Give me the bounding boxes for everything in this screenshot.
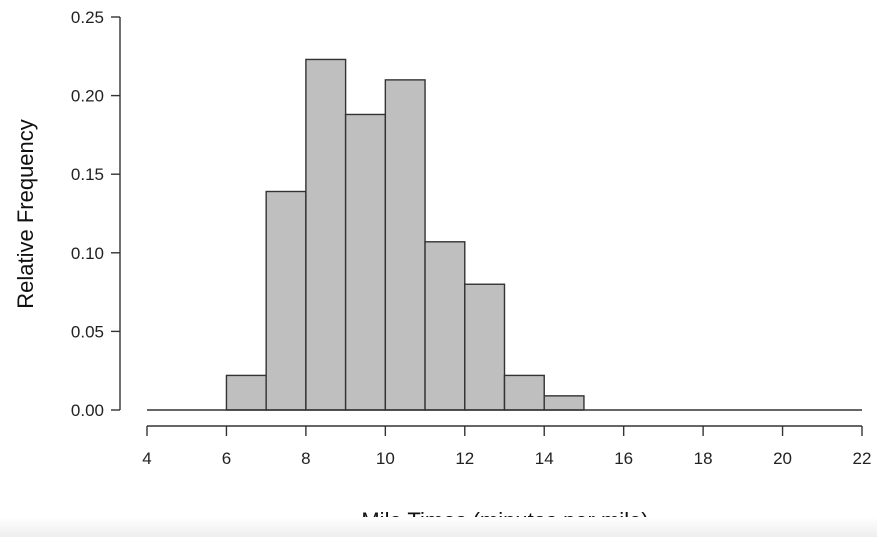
histogram-bar: [384, 79, 426, 411]
x-tick-label: 18: [694, 449, 713, 468]
histogram-bars: [225, 58, 585, 411]
y-tick-label: 0.00: [71, 401, 104, 420]
y-axis-title: Relative Frequency: [13, 119, 38, 309]
x-tick-label: 22: [853, 449, 872, 468]
x-tick-label: 20: [773, 449, 792, 468]
histogram-bar: [424, 241, 466, 411]
histogram-bar: [503, 374, 545, 411]
bottom-shade: [0, 517, 877, 537]
x-tick-label: 10: [376, 449, 395, 468]
histogram-bar: [543, 395, 585, 411]
x-tick-label: 6: [222, 449, 231, 468]
histogram-bar: [464, 283, 506, 411]
y-tick-label: 0.05: [71, 322, 104, 341]
x-tick-label: 8: [301, 449, 310, 468]
x-tick-label: 4: [142, 449, 151, 468]
histogram-bar: [265, 190, 307, 411]
x-tick-label: 16: [614, 449, 633, 468]
y-tick-label: 0.25: [71, 8, 104, 27]
x-tick-label: 12: [455, 449, 474, 468]
y-axis: 0.00 0.05 0.10 0.15 0.20 0.25: [71, 8, 121, 420]
x-axis: 4 6 8 10 12 14 16 18 20 22: [142, 425, 872, 468]
x-tick-label: 14: [535, 449, 554, 468]
y-tick-label: 0.15: [71, 165, 104, 184]
y-tick-label: 0.20: [71, 87, 104, 106]
histogram-bar: [305, 58, 347, 411]
histogram-bar: [225, 374, 267, 411]
y-tick-label: 0.10: [71, 244, 104, 263]
histogram-bar: [344, 113, 387, 411]
